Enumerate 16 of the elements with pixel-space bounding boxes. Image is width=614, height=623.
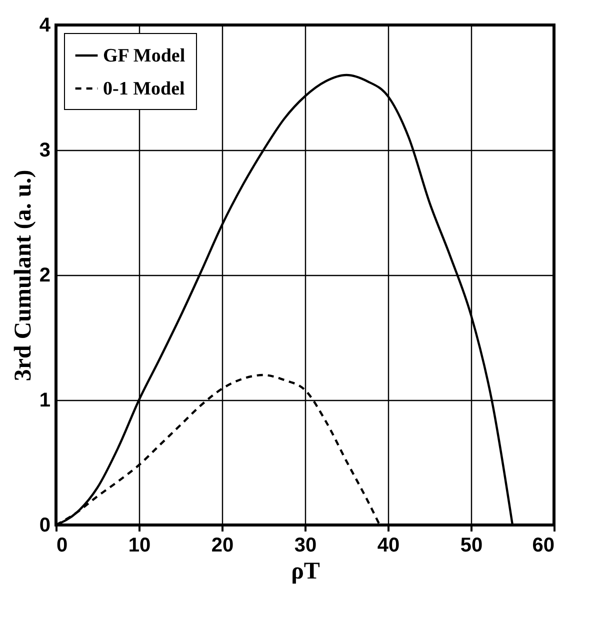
y-tick-label: 2 [39, 264, 50, 286]
x-tick-label: 40 [377, 534, 400, 556]
x-tick-label: 30 [294, 534, 317, 556]
y-tick-label: 4 [39, 14, 52, 36]
y-axis-title: 3rd Cumulant (a. u.) [10, 170, 36, 382]
x-tick-label: 0 [56, 534, 68, 556]
x-tick-label: 60 [532, 534, 554, 556]
y-tick-label: 3 [39, 140, 50, 162]
x-tick-label: 20 [211, 534, 234, 556]
y-tick-label: 0 [39, 514, 50, 536]
y-tick-label: 1 [39, 390, 50, 412]
legend-label: 0-1 Model [103, 78, 185, 100]
legend-label: GF Model [103, 46, 186, 66]
x-tick-label: 10 [128, 534, 151, 556]
x-axis-title: ρT [291, 558, 320, 584]
x-tick-label: 50 [460, 534, 483, 556]
